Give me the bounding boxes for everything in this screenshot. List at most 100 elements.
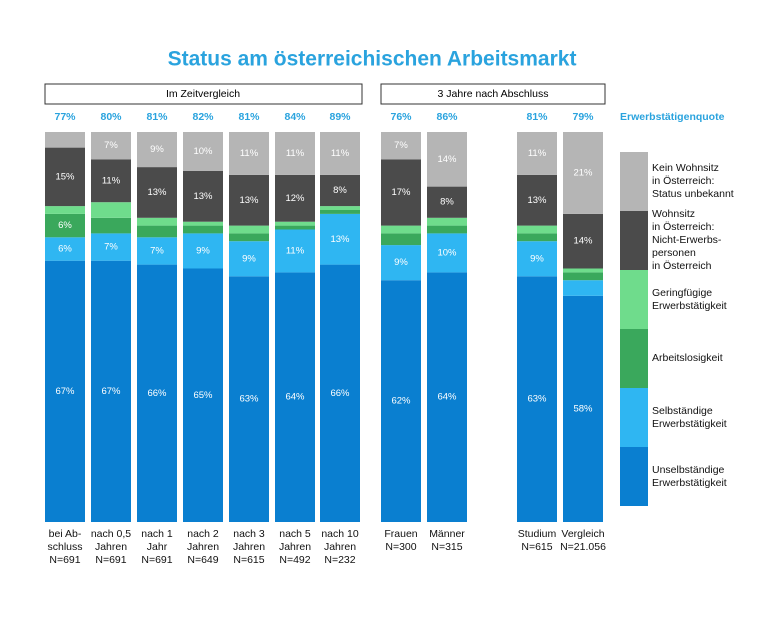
bar-segment	[229, 225, 269, 234]
value-label: 8%	[333, 185, 347, 196]
value-label: 62%	[391, 396, 411, 407]
value-label: 9%	[394, 257, 408, 268]
group-box	[380, 83, 606, 105]
value-label: 13%	[330, 234, 350, 245]
bar-segment	[563, 268, 603, 273]
value-label: 9%	[530, 253, 544, 264]
quote-value: 81%	[238, 111, 260, 123]
bar-segment	[91, 260, 131, 522]
bar-segment	[137, 167, 177, 218]
quote-label: Erwerbstätigenquote	[620, 111, 725, 123]
bar-segment	[137, 217, 177, 226]
bar-segment	[91, 159, 131, 203]
bar-segment	[229, 174, 269, 226]
value-label: 67%	[101, 386, 121, 397]
bar-segment	[91, 202, 131, 218]
quote-value: 77%	[54, 111, 76, 123]
bar-segment	[275, 229, 315, 273]
bar-segment	[320, 264, 360, 522]
bar-segment	[563, 280, 603, 296]
quote-value: 81%	[146, 111, 168, 123]
value-label: 11%	[286, 148, 305, 159]
bar-segment	[381, 280, 421, 522]
bar-segment	[427, 233, 467, 273]
bar-segment	[275, 221, 315, 226]
bar-segment	[563, 132, 603, 214]
bar-segment	[517, 225, 557, 234]
value-label: 13%	[147, 187, 167, 198]
value-label: 10%	[437, 247, 457, 258]
value-label: 11%	[102, 175, 121, 186]
value-label: 9%	[196, 245, 210, 256]
bar-segment	[381, 159, 421, 226]
bar-segment	[381, 245, 421, 281]
value-label: 67%	[55, 386, 75, 397]
quote-value: 86%	[436, 111, 458, 123]
value-label: 15%	[55, 171, 75, 182]
legend-label: Wohnsitz in Österreich: Nicht-Erwerbs- p…	[652, 208, 722, 272]
x-tick-label: Männer N=315	[429, 528, 465, 553]
bar-segment	[229, 276, 269, 522]
legend-swatch	[620, 270, 648, 329]
bar-segment	[381, 132, 421, 160]
bar-segment	[45, 206, 85, 214]
bar-segment	[563, 295, 603, 522]
bar-segment	[183, 171, 223, 222]
bar-segment	[45, 213, 85, 238]
bar-segment	[183, 233, 223, 269]
bar-segment	[45, 132, 85, 148]
value-label: 11%	[331, 148, 350, 159]
legend-label: Selbständige Erwerbstätigkeit	[652, 404, 727, 430]
value-label: 11%	[286, 245, 305, 256]
value-label: 6%	[58, 220, 72, 231]
value-label: 12%	[285, 193, 305, 204]
bar-segment	[183, 132, 223, 171]
quote-value: 81%	[526, 111, 548, 123]
value-label: 63%	[239, 394, 259, 405]
value-label: 14%	[437, 154, 457, 165]
bar-segment	[427, 132, 467, 187]
bar-segment	[427, 272, 467, 522]
bar-segment	[183, 225, 223, 234]
x-tick-label: nach 0,5 Jahren N=691	[90, 528, 132, 566]
bar-segment	[320, 132, 360, 175]
bar-segment	[137, 132, 177, 168]
legend-swatch	[620, 329, 648, 388]
value-label: 58%	[573, 403, 593, 414]
x-tick-label: Frauen N=300	[384, 528, 418, 553]
value-label: 17%	[391, 187, 411, 198]
value-label: 7%	[104, 140, 118, 151]
quote-value: 80%	[100, 111, 122, 123]
value-label: 13%	[527, 195, 547, 206]
quote-value: 89%	[329, 111, 351, 123]
value-label: 64%	[285, 392, 305, 403]
bar-segment	[275, 225, 315, 230]
bar-segment	[137, 225, 177, 238]
bar-segment	[517, 174, 557, 226]
value-label: 7%	[104, 242, 118, 253]
value-label: 11%	[240, 148, 259, 159]
quote-value: 84%	[284, 111, 306, 123]
value-label: 66%	[147, 388, 167, 399]
bar-segment	[563, 272, 603, 281]
value-label: 64%	[437, 392, 457, 403]
quote-value: 82%	[192, 111, 214, 123]
legend-swatch	[620, 211, 648, 270]
bar-segment	[517, 276, 557, 522]
bar-segment	[320, 213, 360, 265]
x-tick-label: Vergleich N=21.056	[560, 528, 606, 553]
value-label: 63%	[527, 394, 547, 405]
value-label: 7%	[394, 140, 408, 151]
bar-segment	[183, 221, 223, 226]
bar-segment	[137, 264, 177, 522]
bar-segment	[45, 147, 85, 207]
legend-label: Kein Wohnsitz in Österreich: Status unbe…	[652, 162, 734, 200]
bar-segment	[320, 174, 360, 207]
bar-segment	[320, 210, 360, 214]
bar-segment	[275, 174, 315, 222]
value-label: 13%	[239, 195, 259, 206]
bar-segment	[275, 272, 315, 522]
bar-segment	[320, 206, 360, 210]
value-label: 65%	[193, 390, 213, 401]
value-label: 11%	[528, 148, 547, 159]
